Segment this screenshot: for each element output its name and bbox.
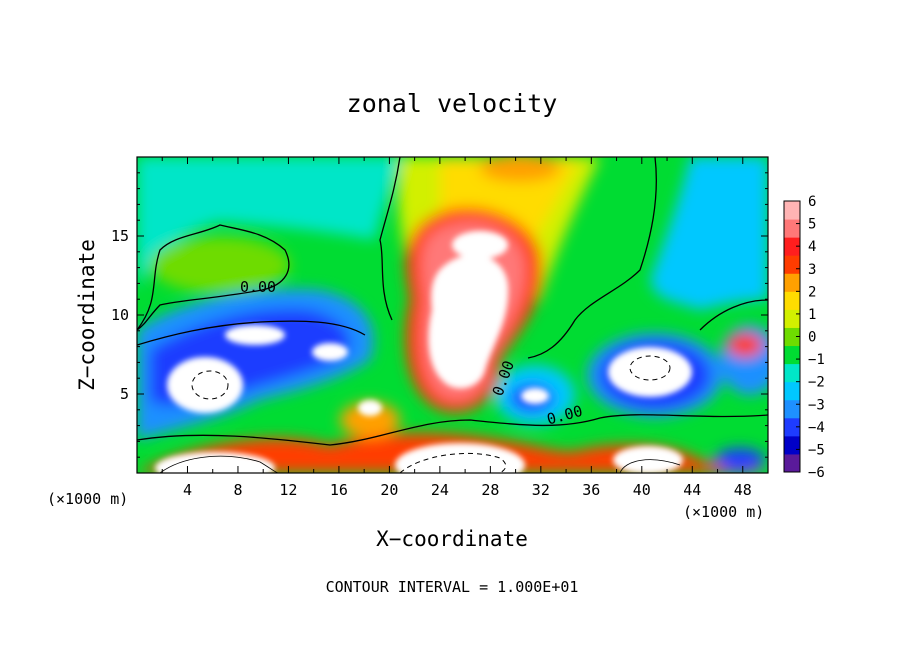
colorbar-segment <box>784 435 800 455</box>
region-top-orange-core <box>480 157 560 182</box>
region-lower-right-blue <box>715 448 765 472</box>
x-tick-label: 44 <box>683 481 701 499</box>
colorbar-segment <box>784 219 800 238</box>
chart-title: zonal velocity <box>347 89 558 118</box>
colorbar-segment <box>784 453 800 473</box>
x-tick-label: 28 <box>481 481 499 499</box>
contour-dashed-bottom <box>399 452 507 473</box>
contour-thin <box>159 455 681 473</box>
colorbar-segment <box>784 291 800 310</box>
colorbar-tick-label: −1 <box>808 352 825 368</box>
colorbar-segment <box>784 255 800 274</box>
contour-thin-bottom-left <box>159 455 279 473</box>
x-tick-label: 48 <box>734 481 752 499</box>
colorbar-segment <box>784 327 800 347</box>
region-lower-orange <box>340 402 400 438</box>
x-unit-right: (×1000 m) <box>683 503 764 521</box>
colorbar-segment <box>784 273 800 292</box>
core-central-top-white <box>452 231 508 259</box>
y-tick-label: 15 <box>111 227 129 245</box>
colorbar-tick-label: −2 <box>808 375 825 391</box>
region-upper-right-cyan <box>650 157 768 310</box>
colorbar-tick-label: 0 <box>808 330 816 346</box>
x-axis: 4 8 12 16 20 24 28 32 36 40 44 48 <box>161 157 752 499</box>
x-tick-label: 16 <box>330 481 348 499</box>
region-upper-left-cyan <box>137 157 400 290</box>
contour-zero-divide <box>379 157 401 321</box>
colorbar-segment <box>784 399 800 419</box>
colorbar-tick-label: 5 <box>808 217 816 233</box>
colorbar-tick-label: 4 <box>808 239 816 255</box>
x-tick-label: 8 <box>233 481 242 499</box>
x-tick-label: 4 <box>183 481 192 499</box>
colorbar-segment <box>784 363 800 383</box>
colorbar-segment <box>784 345 800 365</box>
core-central-white <box>428 254 509 389</box>
colorbar-segment <box>784 237 800 256</box>
x-tick-label: 36 <box>582 481 600 499</box>
contour-dashed-right <box>629 355 671 381</box>
x-unit-left: (×1000 m) <box>47 490 128 508</box>
colorbar: 6 5 4 3 2 1 0 −1 −2 −3 −4 −5 −6 <box>783 194 825 481</box>
contour-dashed-left <box>191 370 229 400</box>
colorbar-tick-label: 2 <box>808 284 816 300</box>
core-right-white <box>608 347 692 397</box>
colorbar-tick-label: −6 <box>808 465 825 481</box>
core-left-mid-white <box>312 343 348 361</box>
contour-zero-upper-right <box>699 299 768 331</box>
x-tick-label: 12 <box>279 481 297 499</box>
y-axis: 5 10 15 <box>111 172 768 458</box>
core-left-white <box>167 357 243 413</box>
contour-interval: CONTOUR INTERVAL = 1.000E+01 <box>326 578 579 596</box>
contour-lines <box>137 157 768 446</box>
colorbar-segment <box>784 309 800 328</box>
core-lower-white <box>358 400 382 416</box>
core-bottom-left-white <box>155 452 275 473</box>
contour-label: 0.00 <box>240 278 276 296</box>
contour-dashed <box>191 355 671 473</box>
y-tick-label: 10 <box>111 306 129 324</box>
y-tick-label: 5 <box>120 385 129 403</box>
colorbar-tick-label: 1 <box>808 307 816 323</box>
contour-zero-lower <box>137 414 768 446</box>
plot-area <box>137 157 768 473</box>
colorbar-tick-label: −4 <box>808 420 825 436</box>
x-tick-label: 32 <box>532 481 550 499</box>
y-axis-label: Z−coordinate <box>75 239 99 391</box>
core-mid-white <box>521 388 549 404</box>
x-tick-label: 24 <box>431 481 449 499</box>
core-left-upper-white <box>225 325 285 345</box>
x-tick-label: 40 <box>633 481 651 499</box>
region-right-edge-red <box>727 333 763 357</box>
region-left-yellow-green <box>150 237 290 293</box>
x-tick-label: 20 <box>380 481 398 499</box>
core-bottom-center-white <box>395 443 525 473</box>
x-axis-label: X−coordinate <box>376 527 528 551</box>
colorbar-tick-label: 6 <box>808 194 816 210</box>
colorbar-tick-label: −5 <box>808 442 825 458</box>
saturated-cores <box>155 231 692 473</box>
contour-zero-right <box>527 157 657 359</box>
contour-zero-mid-left <box>137 320 366 346</box>
colorbar-tick-label: −3 <box>808 397 825 413</box>
contour-zero-left <box>137 224 290 331</box>
colorbar-segment <box>784 417 800 437</box>
colorbar-segment <box>784 381 800 401</box>
contour-thin-bottom-right <box>619 459 681 473</box>
colorbar-segment <box>784 201 800 220</box>
colorbar-tick-label: 3 <box>808 262 816 278</box>
